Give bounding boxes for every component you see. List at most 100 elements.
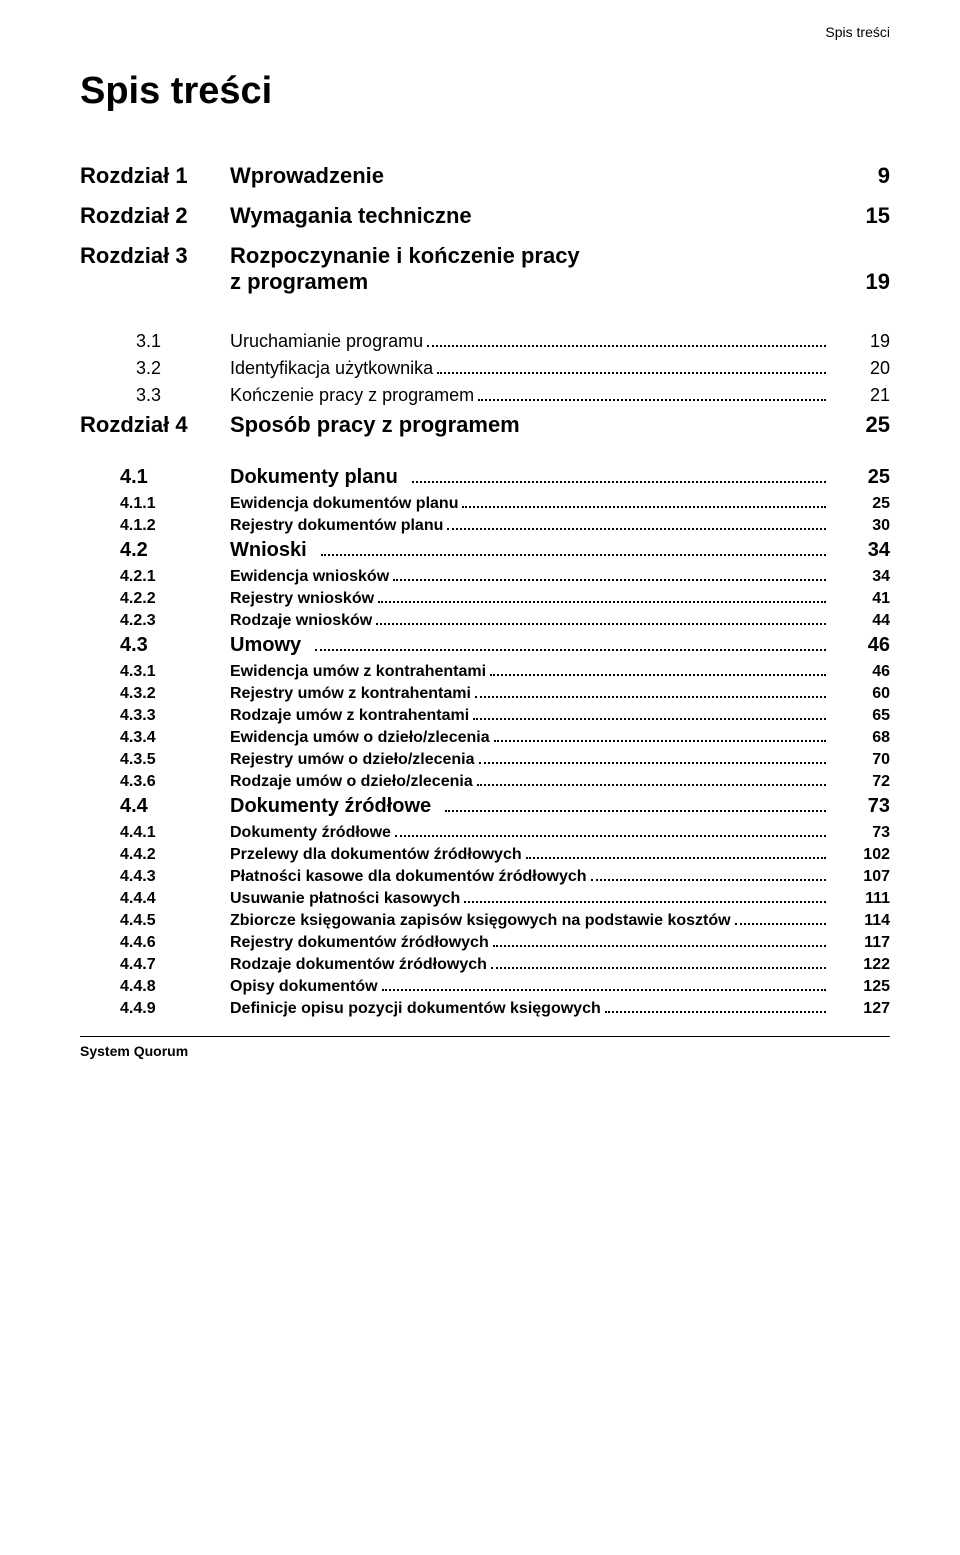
toc-h3-row: 4.3.2Rejestry umów z kontrahentami60	[80, 685, 890, 703]
h3-number: 4.3.5	[80, 751, 230, 769]
h2-number: 4.1	[80, 466, 230, 489]
chapter-title: Wymagania techniczne	[230, 203, 830, 229]
document-page: Spis treści Spis treści Rozdział 1 Wprow…	[0, 0, 960, 1555]
dot-leader	[321, 554, 826, 556]
dot-leader	[395, 835, 826, 837]
h3-number: 4.2.1	[80, 568, 230, 586]
h2-title: Dokumenty źródłowe	[230, 795, 431, 818]
toc-section-list: 4.1Dokumenty planu254.1.1Ewidencja dokum…	[120, 466, 890, 1018]
dot-leader	[605, 1011, 826, 1013]
h2-title: Umowy	[230, 634, 301, 657]
dot-leader	[378, 601, 826, 603]
sub-number: 3.1	[80, 331, 230, 352]
chapter-number: Rozdział 4	[80, 412, 230, 438]
toc-h2-row: 4.2Wnioski34	[80, 539, 890, 562]
h3-title: Rejestry dokumentów źródłowych	[230, 934, 489, 952]
h2-title: Dokumenty planu	[230, 466, 398, 489]
sub-page: 21	[830, 385, 890, 406]
chapter-title: Sposób pracy z programem	[230, 412, 830, 438]
dot-leader	[491, 967, 826, 969]
h3-page: 65	[830, 707, 890, 725]
h3-number: 4.3.6	[80, 773, 230, 791]
h3-title: Rejestry umów z kontrahentami	[230, 685, 471, 703]
h3-page: 46	[830, 663, 890, 681]
dot-leader	[393, 579, 826, 581]
chapter-number: Rozdział 1	[80, 163, 230, 189]
h3-number: 4.4.3	[80, 868, 230, 886]
h3-title: Definicje opisu pozycji dokumentów księg…	[230, 1000, 601, 1018]
toc-h3-row: 4.3.6Rodzaje umów o dzieło/zlecenia 72	[80, 773, 890, 791]
h3-page: 30	[830, 517, 890, 535]
h3-number: 4.3.4	[80, 729, 230, 747]
toc-h3-row: 4.4.6Rejestry dokumentów źródłowych 117	[80, 934, 890, 952]
footer-rule	[80, 1036, 890, 1037]
h3-page: 72	[830, 773, 890, 791]
h3-title: Ewidencja dokumentów planu	[230, 495, 458, 513]
toc-chapter-row: Rozdział 4 Sposób pracy z programem 25	[80, 412, 890, 438]
h3-page: 25	[830, 495, 890, 513]
toc-h2-row: 4.3Umowy 46	[80, 634, 890, 657]
toc-h2-row: 4.4Dokumenty źródłowe73	[80, 795, 890, 818]
dot-leader	[493, 945, 826, 947]
h3-page: 102	[830, 846, 890, 864]
h3-title: Rodzaje dokumentów źródłowych	[230, 956, 487, 974]
dot-leader	[494, 740, 826, 742]
running-head: Spis treści	[825, 24, 890, 40]
sub-title: Kończenie pracy z programem	[230, 385, 474, 406]
dot-leader	[591, 879, 826, 881]
chapter-list: Rozdział 1 Wprowadzenie 9 Rozdział 2 Wym…	[80, 163, 890, 295]
h3-page: 127	[830, 1000, 890, 1018]
h3-title: Ewidencja umów o dzieło/zlecenia	[230, 729, 490, 747]
h3-title: Zbiorcze księgowania zapisów księgowych …	[230, 912, 731, 930]
h3-number: 4.4.1	[80, 824, 230, 842]
h3-number: 4.4.9	[80, 1000, 230, 1018]
h3-page: 34	[830, 568, 890, 586]
dot-leader	[464, 901, 826, 903]
toc-h3-row: 4.3.4Ewidencja umów o dzieło/zlecenia68	[80, 729, 890, 747]
toc-h2-row: 4.1Dokumenty planu 25	[80, 466, 890, 489]
h3-page: 117	[830, 934, 890, 952]
h3-number: 4.2.2	[80, 590, 230, 608]
h3-title: Usuwanie płatności kasowych	[230, 890, 460, 908]
h3-number: 4.1.2	[80, 517, 230, 535]
sub-title: Uruchamianie programu	[230, 331, 423, 352]
h3-title: Płatności kasowe dla dokumentów źródłowy…	[230, 868, 587, 886]
h3-title: Rodzaje umów o dzieło/zlecenia	[230, 773, 473, 791]
toc-h3-row: 4.4.7Rodzaje dokumentów źródłowych122	[80, 956, 890, 974]
chapter-title-line1: Rozpoczynanie i kończenie pracy	[230, 243, 830, 269]
h3-page: 70	[830, 751, 890, 769]
toc-h3-row: 4.2.1Ewidencja wniosków 34	[80, 568, 890, 586]
toc-h3-row: 4.4.1Dokumenty źródłowe73	[80, 824, 890, 842]
h3-page: 107	[830, 868, 890, 886]
dot-leader	[376, 623, 826, 625]
h2-page: 25	[830, 466, 890, 489]
toc-h3-row: 4.2.2Rejestry wniosków41	[80, 590, 890, 608]
h2-page: 73	[830, 795, 890, 818]
h2-page: 34	[830, 539, 890, 562]
h2-title: Wnioski	[230, 539, 307, 562]
dot-leader	[447, 528, 826, 530]
chapter-title-line2: z programem	[230, 269, 830, 295]
h3-number: 4.4.8	[80, 978, 230, 996]
chapter-page: 25	[830, 412, 890, 438]
h3-page: 44	[830, 612, 890, 630]
h3-number: 4.4.6	[80, 934, 230, 952]
h2-number: 4.3	[80, 634, 230, 657]
toc-sub-row: 3.3 Kończenie pracy z programem 21	[80, 385, 890, 406]
h3-number: 4.4.7	[80, 956, 230, 974]
toc-h3-row: 4.3.3Rodzaje umów z kontrahentami65	[80, 707, 890, 725]
toc-sub-row: 3.1 Uruchamianie programu 19	[80, 331, 890, 352]
h3-title: Opisy dokumentów	[230, 978, 378, 996]
chapter-page: 19	[830, 269, 890, 295]
h3-title: Ewidencja wniosków	[230, 568, 389, 586]
h3-number: 4.2.3	[80, 612, 230, 630]
toc-h3-row: 4.4.8Opisy dokumentów125	[80, 978, 890, 996]
toc-sub-list: 3.1 Uruchamianie programu 19 3.2 Identyf…	[120, 331, 890, 406]
h3-title: Rodzaje umów z kontrahentami	[230, 707, 469, 725]
dot-leader	[475, 696, 826, 698]
dot-leader	[315, 649, 826, 651]
h3-number: 4.4.4	[80, 890, 230, 908]
h2-page: 46	[830, 634, 890, 657]
dot-leader	[490, 674, 826, 676]
sub-number: 3.2	[80, 358, 230, 379]
